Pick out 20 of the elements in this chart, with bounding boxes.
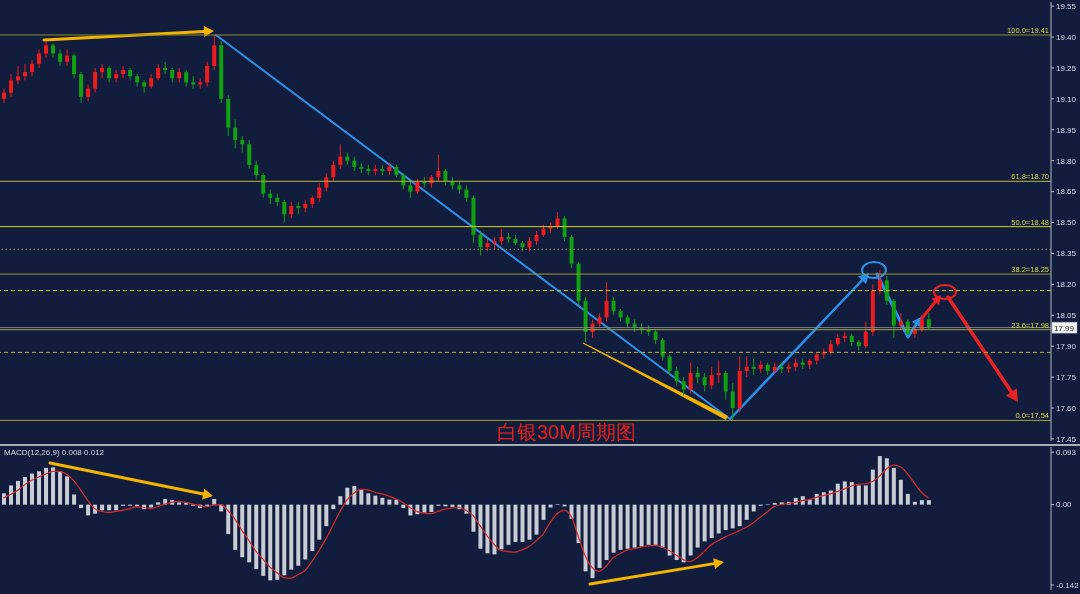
chart-title: MACD(12,26,9) 0.008 0.012 (4, 448, 105, 458)
y-tick-label: 18.35 (1056, 249, 1077, 259)
y-tick-label: 0.00 (1056, 500, 1073, 510)
y-tick-label: 18.80 (1056, 156, 1077, 166)
y-tick-label: 18.05 (1056, 311, 1077, 321)
y-tick-label: 17.75 (1056, 372, 1077, 382)
y-tick-label: 18.20 (1056, 280, 1077, 290)
y-tick-label: -0.142 (1056, 580, 1080, 590)
y-tick-label: 18.50 (1056, 218, 1077, 228)
y-tick-label: 17.45 (1056, 434, 1077, 444)
y-tick-label: 17.60 (1056, 403, 1077, 413)
y-tick-label: 19.55 (1056, 1, 1077, 11)
y-tick-label: 18.95 (1056, 125, 1077, 135)
y-tick-label: 18.65 (1056, 187, 1077, 197)
y-tick-label: 19.25 (1056, 63, 1077, 73)
y-tick-label: 19.10 (1056, 94, 1077, 104)
y-tick-label: 0.093 (1056, 447, 1077, 457)
y-tick-label: 17.90 (1056, 342, 1077, 352)
text: 白银30M周期图 (497, 421, 636, 443)
y-tick-label: 19.40 (1056, 32, 1077, 42)
